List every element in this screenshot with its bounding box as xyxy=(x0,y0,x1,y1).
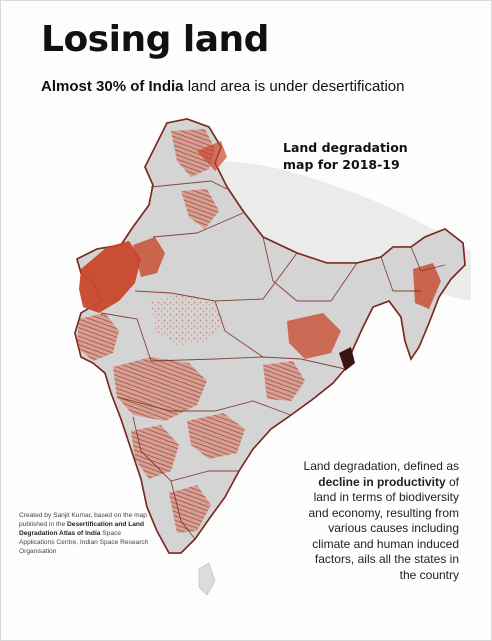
description-text: Land degradation, defined as decline in … xyxy=(301,459,459,583)
state-boundaries xyxy=(100,180,446,540)
credit-text: Created by Sanjit Kumar, based on the ma… xyxy=(19,511,149,556)
credit-part1: Created by Sanjit Kumar, based on the ma… xyxy=(19,512,147,528)
subtitle-rest: land area is under desertification xyxy=(183,78,405,95)
subtitle: Almost 30% of India land area is under d… xyxy=(41,78,405,95)
subtitle-bold: Almost 30% of India xyxy=(41,78,184,95)
map-label-line1: Land degradation xyxy=(283,140,408,155)
patch-andhra xyxy=(187,413,245,459)
description-part2: of land in terms of biodiversity and eco… xyxy=(308,474,459,582)
patch-rajasthan-west xyxy=(79,241,141,313)
patch-jammu-kashmir xyxy=(171,129,215,177)
patch-maharashtra xyxy=(113,357,207,421)
patch-ladakh xyxy=(197,141,227,171)
patch-rajasthan-east xyxy=(133,237,165,277)
patch-gujarat xyxy=(77,313,119,361)
map-label-line2: map for 2018-19 xyxy=(283,157,400,172)
description-part1: Land degradation, defined as xyxy=(303,459,459,473)
patch-odisha xyxy=(263,361,305,401)
credit-part2: Space Applications Centre, Indian Space … xyxy=(19,530,149,555)
patch-himachal xyxy=(181,189,219,229)
patch-jharkhand xyxy=(287,313,341,359)
credit-bold: Desertification and Land Degradation Atl… xyxy=(19,521,144,537)
patch-northeast xyxy=(413,263,441,309)
sri-lanka xyxy=(198,562,216,596)
page-title: Losing land xyxy=(41,19,269,60)
patch-karnataka xyxy=(131,425,179,479)
description-bold: decline in productivity xyxy=(318,474,446,489)
patch-tripura xyxy=(339,347,355,371)
map-label: Land degradation map for 2018-19 xyxy=(283,139,408,173)
patch-madhya-pradesh xyxy=(151,293,225,345)
patch-tamil-nadu xyxy=(169,485,211,533)
